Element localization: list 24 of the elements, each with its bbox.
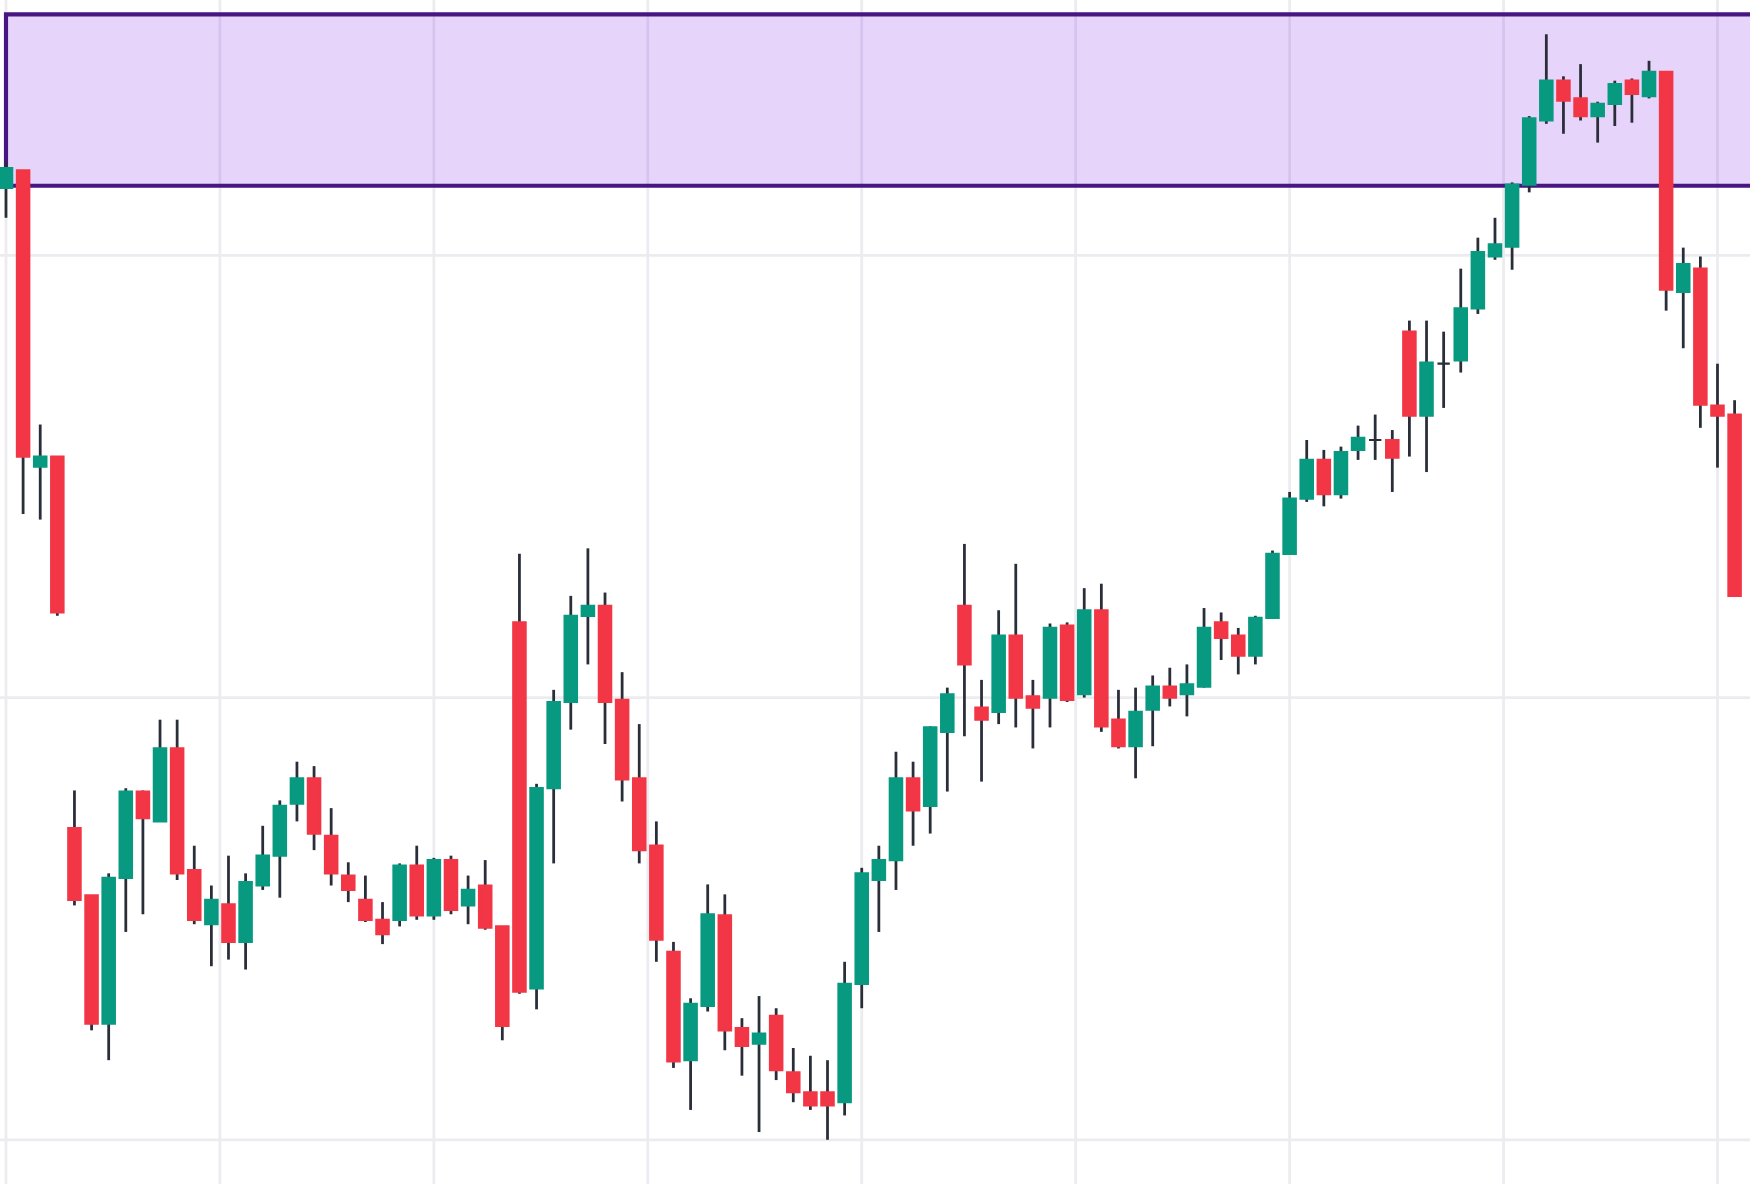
- candlestick: [1436, 330, 1451, 410]
- candlestick: [323, 806, 339, 887]
- candlestick: [1350, 424, 1366, 462]
- candlestick: [221, 854, 236, 961]
- candlestick: [1385, 428, 1400, 494]
- candlestick: [974, 678, 989, 783]
- candlestick: [1128, 686, 1143, 780]
- candlestick: [341, 860, 356, 904]
- candlestick: [751, 994, 767, 1134]
- candlestick: [289, 760, 305, 823]
- candlestick: [1624, 77, 1640, 125]
- candlestick: [1162, 666, 1178, 708]
- candlestick: [204, 884, 219, 968]
- candlestick: [32, 423, 48, 521]
- candlestick: [905, 760, 921, 848]
- candlestick: [1333, 445, 1349, 500]
- candlestick: [1145, 674, 1160, 748]
- candlestick: [460, 874, 476, 926]
- candlestick: [1316, 448, 1332, 508]
- candlestick: [1675, 246, 1691, 350]
- candlestick: [1367, 413, 1383, 462]
- candlestick: [0, 161, 14, 220]
- candlestick: [135, 789, 151, 916]
- candlestick: [1641, 59, 1657, 100]
